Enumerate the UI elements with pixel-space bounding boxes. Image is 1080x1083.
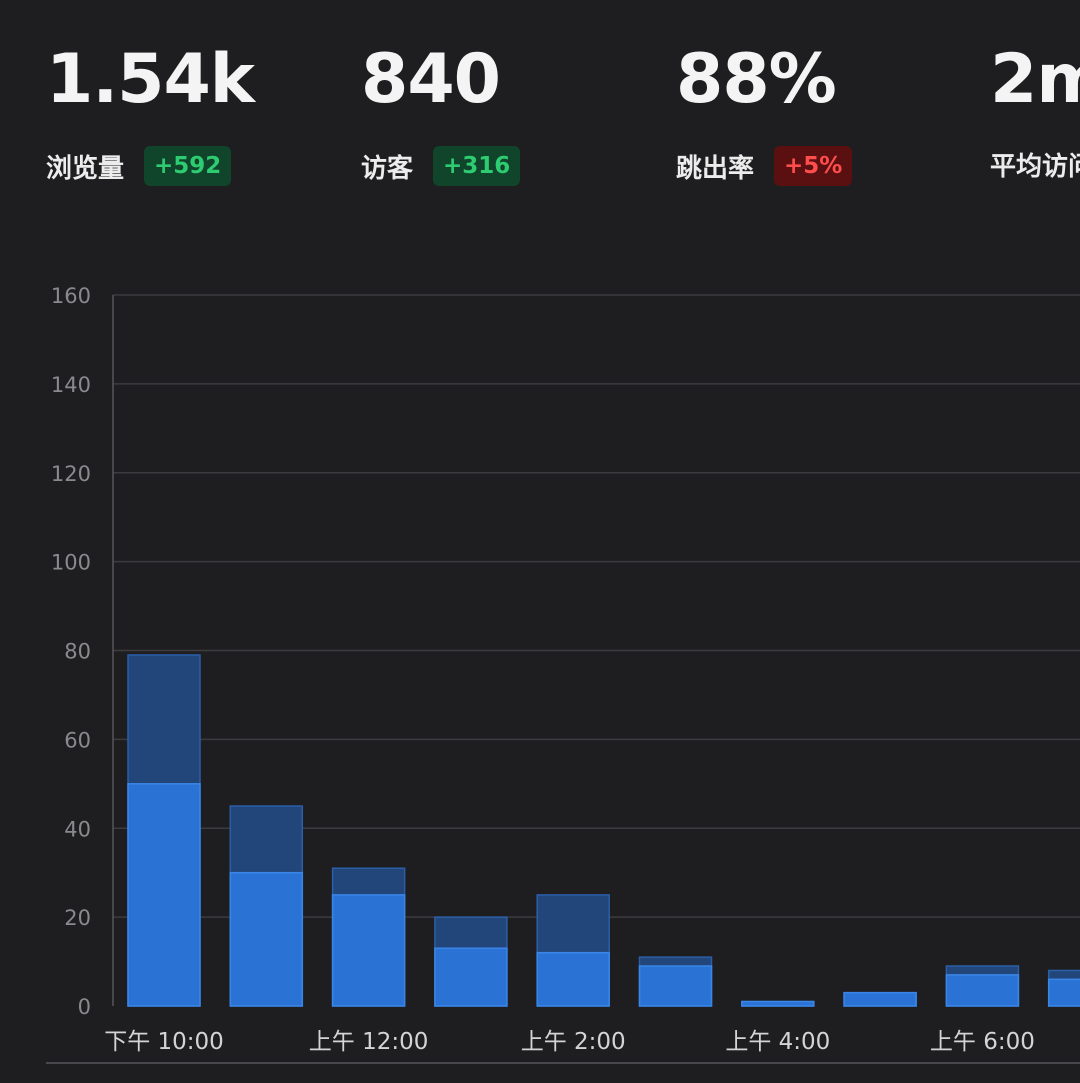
stat-value: 1.54k bbox=[46, 40, 255, 119]
y-tick-label: 120 bbox=[51, 462, 91, 486]
stat-label: 跳出率 bbox=[676, 153, 755, 184]
stat-value: 2m bbox=[990, 40, 1080, 119]
y-tick-label: 140 bbox=[51, 373, 91, 397]
y-tick-label: 60 bbox=[64, 728, 91, 752]
bar-visitors[interactable] bbox=[843, 991, 917, 1007]
y-axis-ticks: 0 20 40 60 80 100 120 140 160 bbox=[51, 284, 91, 1019]
x-tick-label: 上午 12:00 bbox=[309, 1029, 429, 1055]
x-tick-label: 上午 2:00 bbox=[521, 1029, 626, 1055]
bar-visitors[interactable] bbox=[638, 965, 713, 1007]
x-tick-label: 下午 10:00 bbox=[104, 1029, 224, 1055]
stat-label: 浏览量 bbox=[46, 153, 125, 184]
bar-visitors[interactable] bbox=[741, 1000, 815, 1007]
bar-visitors[interactable] bbox=[229, 871, 304, 1007]
stat-visitors[interactable]: 840 访客 +316 bbox=[361, 40, 521, 186]
change-badge: +5% bbox=[774, 146, 853, 186]
y-tick-label: 20 bbox=[64, 906, 91, 930]
bar-visitors[interactable] bbox=[1047, 978, 1080, 1007]
grid-lines bbox=[113, 294, 1080, 918]
x-tick-label: 上午 6:00 bbox=[930, 1029, 1035, 1055]
stat-label: 访客 bbox=[361, 153, 414, 184]
stats-header: 1.54k 浏览量 +592 840 访客 +316 88% 跳出率 +5% 2… bbox=[0, 0, 1080, 210]
y-tick-label: 160 bbox=[51, 284, 91, 308]
change-badge: +316 bbox=[433, 146, 521, 186]
change-badge: +592 bbox=[144, 146, 232, 186]
stat-value: 88% bbox=[676, 40, 837, 119]
bar-visitors[interactable] bbox=[434, 947, 508, 1007]
stat-avg-visit[interactable]: 2m 平均访问 bbox=[990, 40, 1080, 183]
y-tick-label: 80 bbox=[64, 640, 91, 664]
y-tick-label: 40 bbox=[64, 817, 91, 841]
bar-visitors[interactable] bbox=[331, 894, 406, 1007]
x-tick-label: 上午 4:00 bbox=[725, 1029, 830, 1055]
stat-label: 平均访问 bbox=[990, 152, 1080, 182]
stat-bounce-rate[interactable]: 88% 跳出率 +5% bbox=[676, 40, 853, 186]
y-tick-label: 100 bbox=[51, 551, 91, 575]
stat-value: 840 bbox=[361, 40, 501, 119]
bar-visitors[interactable] bbox=[536, 951, 610, 1007]
bars bbox=[127, 654, 1080, 1007]
x-axis-ticks: 下午 10:00 上午 12:00 上午 2:00 上午 4:00 上午 6:00 bbox=[104, 1029, 1035, 1055]
bar-visitors[interactable] bbox=[127, 783, 201, 1007]
bar-visitors[interactable] bbox=[945, 974, 1020, 1007]
y-tick-label: 0 bbox=[78, 995, 91, 1019]
stat-views[interactable]: 1.54k 浏览量 +592 bbox=[46, 40, 255, 186]
